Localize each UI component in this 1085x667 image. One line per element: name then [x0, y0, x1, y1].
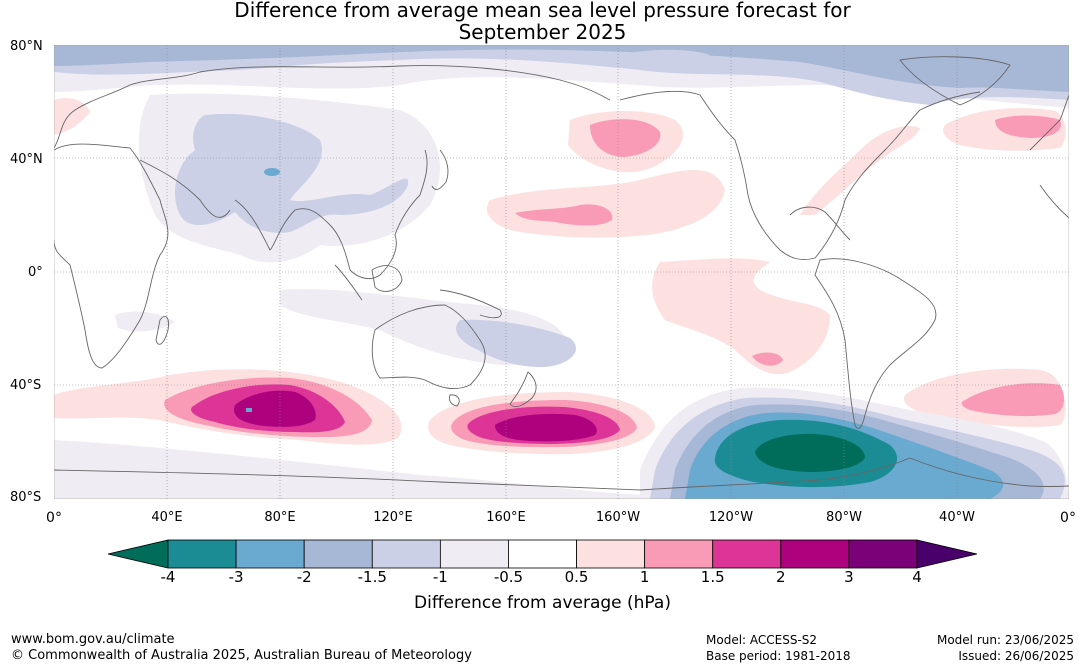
coast-madagascar [155, 316, 169, 345]
coast-australia [371, 304, 486, 390]
coast-antarctica [54, 457, 1069, 491]
colorbar-swatch [235, 539, 305, 569]
anomaly-sind-core [234, 390, 316, 427]
colorbar-tick-label: -2 [296, 568, 312, 586]
anomaly-atl-light [800, 126, 920, 215]
colorbar-swatch [712, 539, 782, 569]
coast-europe-east-edge [1029, 94, 1069, 151]
anomaly-natl-mid [995, 115, 1061, 138]
graticule [54, 45, 1069, 499]
coast-india [234, 199, 331, 251]
coast-samerica [814, 258, 937, 429]
lon-label-80w: 80°W [826, 510, 862, 525]
colorbar-swatch [576, 539, 646, 569]
anomaly-asia-mid [175, 113, 409, 233]
footer-model: Model: ACCESS-S2 [706, 633, 818, 647]
lon-label-80e: 80°E [264, 510, 296, 525]
colorbar-tick-label: -1.5 [357, 568, 387, 586]
lat-label-0: 0° [28, 265, 43, 280]
colorbar-swatch [167, 539, 237, 569]
lon-label-40w: 40°W [939, 510, 975, 525]
lat-label-40n: 40°N [10, 152, 43, 167]
colorbar-swatch [780, 539, 850, 569]
anomaly-arctic-dark [54, 45, 1069, 92]
coast-borneo [371, 265, 403, 292]
footer-base-period: Base period: 1981-2018 [706, 649, 851, 663]
colorbar-tick-label: 1 [639, 568, 650, 586]
footer-copyright: © Commonwealth of Australia 2025, Austra… [11, 648, 472, 663]
coast-png [439, 289, 502, 319]
colorbar-tick-label: 2 [776, 568, 786, 586]
map-title-line-2: September 2025 [458, 20, 627, 44]
footer-model-run: Model run: 23/06/2025 [936, 633, 1074, 647]
lon-label-0-right: 0° [1060, 510, 1076, 526]
lat-label-80n: 80°N [10, 39, 43, 54]
colorbar-tick-label: -3 [228, 568, 244, 586]
anomaly-spac-light [652, 258, 830, 375]
anomaly-sou-core [755, 433, 865, 472]
colorbar-tick-label: 3 [844, 568, 854, 586]
coast-japan [431, 149, 449, 190]
coast-newzealand [509, 371, 537, 408]
coast-seasia [329, 149, 428, 280]
colorbar-swatch [848, 539, 918, 569]
coast-africa [54, 143, 169, 369]
colorbar-swatch [439, 539, 509, 569]
footer-site: www.bom.gov.au/climate [11, 632, 175, 647]
colorbar-swatch [371, 539, 441, 569]
coast-greenland [899, 56, 1011, 106]
lat-label-40s: 40°S [10, 378, 42, 393]
footer-issued: Issued: 26/06/2025 [958, 649, 1074, 663]
coast-tasmania [448, 394, 460, 407]
anomaly-npac-mid [590, 119, 661, 157]
coastlines [54, 56, 1069, 491]
colorbar [107, 539, 978, 569]
coast-africa-east-edge [1039, 184, 1069, 219]
anomaly-npac2-mid [515, 204, 613, 226]
colorbar-tick-label: -4 [160, 568, 176, 586]
colorbar-tick-label: 4 [912, 568, 922, 586]
colorbar-tick-label: 1.5 [700, 568, 725, 586]
lat-label-80s: 80°S [10, 490, 42, 505]
colorbar-swatch [644, 539, 714, 569]
colorbar-swatch [508, 539, 577, 569]
coast-namerica-east [814, 91, 981, 259]
coast-sumatra [334, 264, 363, 301]
anomaly-tasman-core [495, 413, 597, 442]
colorbar-swatch [303, 539, 373, 569]
coast-alaska [619, 90, 736, 141]
lon-label-0-left: 0° [46, 510, 62, 526]
anomaly-aus-mid [456, 319, 576, 368]
colorbar-tick-label: -1 [432, 568, 448, 586]
colorbar-label: Difference from average (hPa) [414, 593, 671, 613]
coast-europe [54, 71, 201, 149]
lon-label-40e: 40°E [151, 510, 183, 525]
colorbar-low-extend [107, 539, 169, 569]
coast-gulf [789, 206, 851, 241]
pressure-anomaly-map [54, 45, 1069, 499]
anomaly-satl-mid [961, 383, 1065, 417]
coast-siberia [199, 65, 611, 101]
colorbar-high-extend [916, 539, 978, 569]
lon-label-120e: 120°E [373, 510, 413, 525]
coast-arabia [139, 159, 231, 218]
lon-label-160e: 160°E [486, 510, 526, 525]
coast-namerica-west [734, 139, 816, 261]
lon-label-120w: 120°W [708, 510, 754, 525]
colorbar-tick-label: 0.5 [564, 568, 589, 586]
map-title-line-1: Difference from average mean sea level p… [234, 0, 851, 22]
colorbar-tick-label: -0.5 [493, 568, 524, 586]
lon-label-160w: 160°W [595, 510, 641, 525]
